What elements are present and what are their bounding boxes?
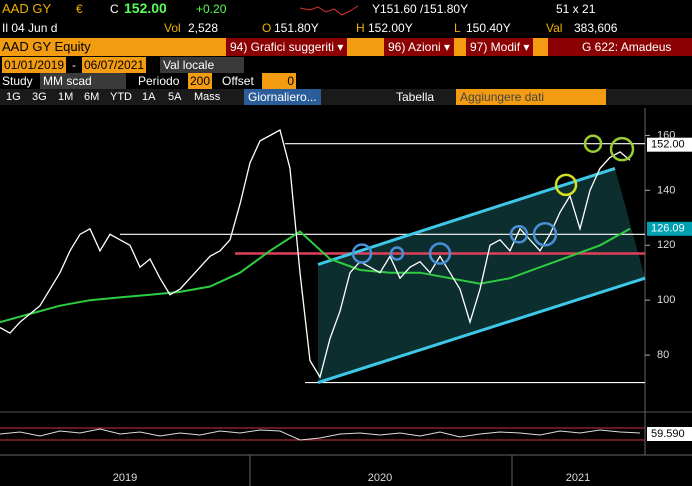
- y-tick-label: 100: [657, 294, 675, 306]
- high: 152.00Y: [368, 21, 413, 35]
- highlight: [351, 243, 373, 264]
- date: Il 04 Jun d: [2, 21, 58, 35]
- close-label: C: [110, 2, 119, 16]
- range-button[interactable]: 6M: [84, 91, 100, 103]
- value-tag-label: 152.00: [651, 139, 685, 151]
- channel-fill: [318, 168, 645, 383]
- channel-upper: [317, 166, 616, 266]
- value-tag: [647, 427, 692, 441]
- x-tick-label: 2021: [566, 472, 590, 484]
- x-tick-label: 2020: [368, 472, 392, 484]
- frequency[interactable]: Giornaliero...: [244, 89, 321, 105]
- open: 151.80Y: [274, 21, 319, 35]
- open-label: O: [262, 21, 272, 35]
- range-button[interactable]: 1M: [58, 91, 74, 103]
- menu-item[interactable]: 96) Azioni ▾: [384, 38, 455, 56]
- y-tick-label: 80: [657, 349, 669, 361]
- channel-lower: [317, 276, 646, 384]
- offset-label: Offset: [222, 74, 254, 88]
- vol-label: Vol: [164, 21, 181, 35]
- value-tag: [647, 137, 692, 152]
- start-date[interactable]: 01/01/2019: [2, 57, 67, 73]
- add-data[interactable]: Aggiungere dati: [456, 89, 606, 105]
- size: 51 x 21: [556, 2, 596, 16]
- x-tick-label: 2019: [113, 472, 137, 484]
- menu-item[interactable]: 97) Modif ▾: [466, 38, 534, 56]
- val-label: Val: [546, 21, 563, 35]
- val: 383,606: [574, 21, 618, 35]
- ticker: AAD GY: [2, 1, 52, 16]
- security[interactable]: AAD GY Equity: [2, 39, 91, 54]
- page-id: G 622: Amadeus: [548, 38, 692, 56]
- price-line: [0, 129, 631, 379]
- oscillator: [0, 428, 641, 441]
- range-button[interactable]: 5A: [168, 91, 182, 103]
- highlight: [583, 134, 603, 153]
- table-button[interactable]: Tabella: [396, 90, 435, 104]
- change: +0.20: [196, 2, 227, 16]
- period-label: Periodo: [138, 74, 180, 88]
- sparkline: [300, 5, 359, 16]
- highlight: [428, 242, 452, 265]
- close: 152.00: [124, 0, 167, 16]
- range-button[interactable]: 1A: [142, 91, 156, 103]
- osc-pane: [0, 410, 645, 450]
- low-label: L: [454, 21, 461, 35]
- high-label: H: [356, 21, 365, 35]
- study-label: Study: [2, 74, 33, 88]
- range-button[interactable]: YTD: [110, 91, 132, 103]
- bid-ask: Y151.60 /151.80Y: [372, 2, 469, 16]
- period[interactable]: 200: [188, 73, 213, 89]
- range-button[interactable]: 3G: [32, 91, 47, 103]
- y-tick-label: 120: [657, 239, 675, 251]
- range-button[interactable]: Mass: [194, 91, 221, 103]
- currency-select[interactable]: Val locale: [160, 57, 244, 73]
- value-tag: [647, 221, 692, 236]
- highlight: [554, 173, 578, 197]
- value-tag-label: 126.09: [651, 223, 685, 235]
- range-button[interactable]: 1G: [6, 91, 21, 103]
- moving-average: [0, 227, 631, 324]
- value-tag-label: 59.590: [651, 428, 685, 440]
- offset[interactable]: 0: [262, 73, 296, 89]
- highlight: [609, 136, 635, 162]
- menu-item[interactable]: 94) Grafici suggeriti ▾: [226, 38, 348, 56]
- highlight: [389, 246, 405, 261]
- end-date[interactable]: 06/07/2021: [82, 57, 147, 73]
- y-tick-label: 140: [657, 184, 675, 196]
- vol: 2,528: [188, 21, 219, 35]
- highlight: [532, 222, 558, 247]
- date-sep: -: [72, 58, 76, 72]
- highlight: [509, 225, 529, 244]
- study[interactable]: MM scad: [40, 73, 126, 89]
- currency: €: [76, 2, 83, 16]
- low: 150.40Y: [466, 21, 511, 35]
